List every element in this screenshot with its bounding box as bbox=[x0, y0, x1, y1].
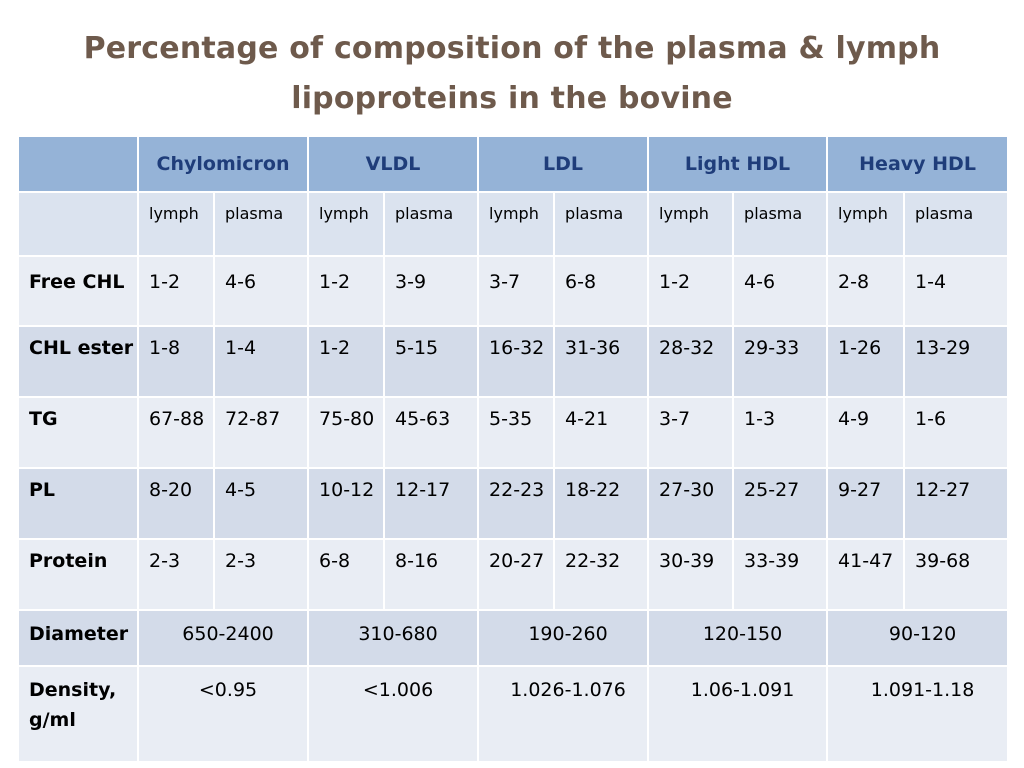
subheader-cell: plasma bbox=[903, 191, 1010, 257]
table-cell: 27-30 bbox=[647, 467, 735, 540]
merged-cell: 1.091-1.18 bbox=[826, 665, 1010, 763]
table-cell: 3-9 bbox=[383, 255, 480, 327]
row-label: PL bbox=[17, 467, 139, 540]
subheader-cell: lymph bbox=[647, 191, 735, 257]
merged-cell: 90-120 bbox=[826, 609, 1010, 667]
subheader-cell: lymph bbox=[477, 191, 556, 257]
table-cell: 25-27 bbox=[732, 467, 829, 540]
table-cell: 72-87 bbox=[212, 396, 310, 469]
table-cell: 31-36 bbox=[553, 325, 650, 398]
table-cell: 13-29 bbox=[903, 325, 1010, 398]
group-header: LDL bbox=[477, 135, 650, 193]
group-header: Heavy HDL bbox=[826, 135, 1010, 193]
table-cell: 4-21 bbox=[553, 396, 650, 469]
table-cell: 1-2 bbox=[137, 255, 215, 327]
table-cell: 3-7 bbox=[647, 396, 735, 469]
table-cell: 8-20 bbox=[137, 467, 215, 540]
table-row: Protein 2-3 2-3 6-8 8-16 20-27 22-32 30-… bbox=[17, 538, 1010, 611]
table-cell: 1-4 bbox=[903, 255, 1010, 327]
table-cell: 29-33 bbox=[732, 325, 829, 398]
table-cell: 20-27 bbox=[477, 538, 556, 611]
slide-title: Percentage of composition of the plasma … bbox=[0, 24, 1024, 124]
table-cell: 10-12 bbox=[307, 467, 386, 540]
table-row: TG 67-88 72-87 75-80 45-63 5-35 4-21 3-7… bbox=[17, 396, 1010, 469]
table-cell: 30-39 bbox=[647, 538, 735, 611]
table-cell: 12-17 bbox=[383, 467, 480, 540]
merged-cell: 310-680 bbox=[307, 609, 480, 667]
table-cell: 22-32 bbox=[553, 538, 650, 611]
table-cell: 1-26 bbox=[826, 325, 906, 398]
table-row: PL 8-20 4-5 10-12 12-17 22-23 18-22 27-3… bbox=[17, 467, 1010, 540]
table-cell: 12-27 bbox=[903, 467, 1010, 540]
table-cell: 1-2 bbox=[647, 255, 735, 327]
table-cell: 1-4 bbox=[212, 325, 310, 398]
row-label: CHL ester bbox=[17, 325, 139, 398]
group-header: VLDL bbox=[307, 135, 480, 193]
table-cell: 5-15 bbox=[383, 325, 480, 398]
table-cell: 1-6 bbox=[903, 396, 1010, 469]
merged-cell: 1.06-1.091 bbox=[647, 665, 829, 763]
table-row: Free CHL 1-2 4-6 1-2 3-9 3-7 6-8 1-2 4-6… bbox=[17, 255, 1010, 327]
table-cell: 8-16 bbox=[383, 538, 480, 611]
table-cell: 1-2 bbox=[307, 255, 386, 327]
table-cell: 5-35 bbox=[477, 396, 556, 469]
subheader-cell: plasma bbox=[732, 191, 829, 257]
lipoprotein-composition-table: Chylomicron VLDL LDL Light HDL Heavy HDL… bbox=[17, 135, 1010, 763]
subheader-corner-cell bbox=[17, 191, 139, 257]
slide-title-line-2: lipoproteins in the bovine bbox=[291, 81, 733, 116]
table-cell: 1-8 bbox=[137, 325, 215, 398]
table-cell: 1-3 bbox=[732, 396, 829, 469]
merged-cell: 1.026-1.076 bbox=[477, 665, 650, 763]
table-cell: 4-6 bbox=[732, 255, 829, 327]
merged-cell: <0.95 bbox=[136, 665, 310, 763]
group-header: Light HDL bbox=[647, 135, 829, 193]
table-cell: 9-27 bbox=[826, 467, 906, 540]
subheader-cell: plasma bbox=[553, 191, 650, 257]
table-cell: 75-80 bbox=[307, 396, 386, 469]
table-cell: 6-8 bbox=[307, 538, 386, 611]
table-cell: 28-32 bbox=[647, 325, 735, 398]
subheader-cell: lymph bbox=[137, 191, 215, 257]
table-cell: 41-47 bbox=[826, 538, 906, 611]
table-row: CHL ester 1-8 1-4 1-2 5-15 16-32 31-36 2… bbox=[17, 325, 1010, 398]
subheader-cell: lymph bbox=[826, 191, 906, 257]
table-cell: 67-88 bbox=[137, 396, 215, 469]
table-cell: 4-5 bbox=[212, 467, 310, 540]
merged-cell: 190-260 bbox=[477, 609, 650, 667]
table-cell: 2-8 bbox=[826, 255, 906, 327]
table-cell: 1-2 bbox=[307, 325, 386, 398]
slide-title-line-1: Percentage of composition of the plasma … bbox=[83, 31, 941, 66]
table-cell: 4-6 bbox=[212, 255, 310, 327]
merged-cell: <1.006 bbox=[307, 665, 480, 763]
table-cell: 2-3 bbox=[137, 538, 215, 611]
merged-cell: 650-2400 bbox=[136, 609, 310, 667]
corner-cell bbox=[17, 135, 139, 193]
row-label: TG bbox=[17, 396, 139, 469]
group-header-row: Chylomicron VLDL LDL Light HDL Heavy HDL bbox=[17, 135, 1010, 193]
subheader-row: lymph plasma lymph plasma lymph plasma l… bbox=[17, 191, 1010, 257]
row-label: Density, g/ml bbox=[17, 665, 139, 763]
row-label: Free CHL bbox=[17, 255, 139, 327]
table-cell: 22-23 bbox=[477, 467, 556, 540]
table-cell: 18-22 bbox=[553, 467, 650, 540]
merged-cell: 120-150 bbox=[647, 609, 829, 667]
group-header: Chylomicron bbox=[136, 135, 310, 193]
row-label: Protein bbox=[17, 538, 139, 611]
subheader-cell: lymph bbox=[307, 191, 386, 257]
table-cell: 39-68 bbox=[903, 538, 1010, 611]
table-cell: 2-3 bbox=[212, 538, 310, 611]
table-cell: 6-8 bbox=[553, 255, 650, 327]
table-cell: 45-63 bbox=[383, 396, 480, 469]
diameter-row: Diameter 650-2400 310-680 190-260 120-15… bbox=[17, 609, 1010, 667]
subheader-cell: plasma bbox=[212, 191, 310, 257]
table-cell: 16-32 bbox=[477, 325, 556, 398]
row-label: Diameter bbox=[17, 609, 139, 667]
table-cell: 33-39 bbox=[732, 538, 829, 611]
table-cell: 4-9 bbox=[826, 396, 906, 469]
table-cell: 3-7 bbox=[477, 255, 556, 327]
subheader-cell: plasma bbox=[383, 191, 480, 257]
density-row: Density, g/ml <0.95 <1.006 1.026-1.076 1… bbox=[17, 665, 1010, 763]
